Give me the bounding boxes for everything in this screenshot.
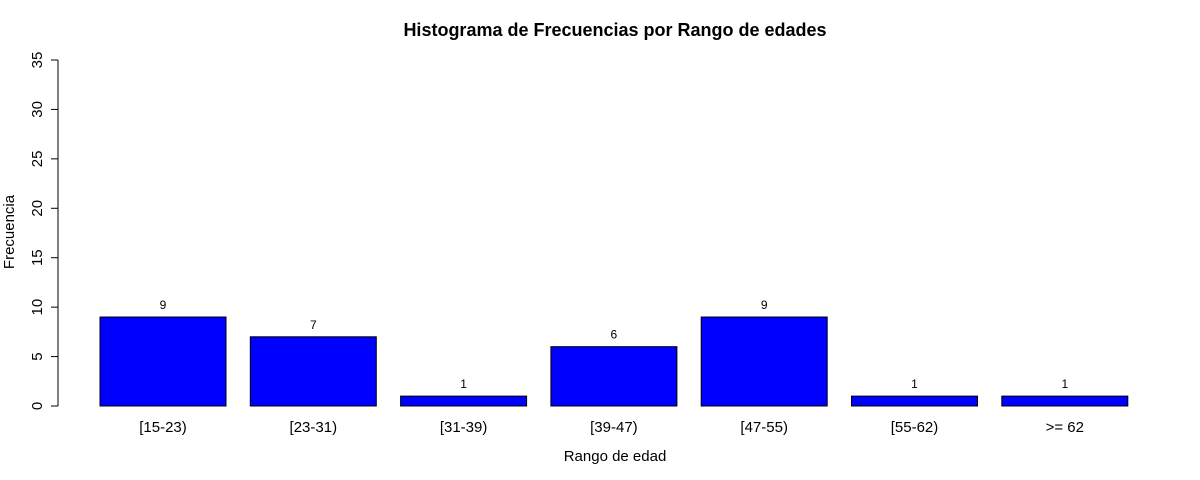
- y-tick-label: 30: [29, 101, 46, 118]
- x-tick-label: [47-55): [740, 419, 788, 436]
- bar-value-label: 1: [460, 377, 467, 391]
- x-tick-label: >= 62: [1046, 419, 1084, 436]
- bar: [550, 346, 678, 407]
- bar: [700, 316, 828, 407]
- y-tick-label: 25: [29, 151, 46, 168]
- y-axis-label: Frecuencia: [1, 194, 18, 269]
- bar-value-label: 1: [911, 377, 918, 391]
- y-tick-label: 5: [29, 352, 46, 360]
- bar-value-label: 7: [310, 318, 317, 332]
- x-tick-label: [15-23): [139, 419, 187, 436]
- y-tick-label: 0: [29, 402, 46, 410]
- bar-value-label: 9: [761, 298, 768, 312]
- y-axis: 0 5 10 15 20 25 30 35: [29, 52, 59, 410]
- bar: [851, 395, 978, 407]
- y-tick-label: 15: [29, 249, 46, 266]
- chart-title: Histograma de Frecuencias por Rango de e…: [403, 20, 826, 40]
- y-tick-label: 10: [29, 299, 46, 316]
- x-tick-label: [31-39): [440, 419, 488, 436]
- bars-group: 9 7 1 6 9 1 1: [99, 298, 1129, 407]
- y-tick-label: 35: [29, 52, 46, 69]
- bar-value-label: 1: [1061, 377, 1068, 391]
- bar-value-label: 6: [611, 328, 618, 342]
- bar: [99, 316, 227, 407]
- y-tick-label: 20: [29, 200, 46, 217]
- x-tick-label: [55-62): [891, 419, 939, 436]
- x-tick-label: [39-47): [590, 419, 638, 436]
- x-axis-ticks: [15-23) [23-31) [31-39) [39-47) [47-55) [55-6…: [139, 419, 1084, 436]
- x-axis-label: Rango de edad: [564, 448, 667, 465]
- bar-value-label: 9: [160, 298, 167, 312]
- bar: [1001, 395, 1129, 407]
- x-tick-label: [23-31): [290, 419, 338, 436]
- bar: [400, 395, 528, 407]
- bar: [249, 336, 377, 407]
